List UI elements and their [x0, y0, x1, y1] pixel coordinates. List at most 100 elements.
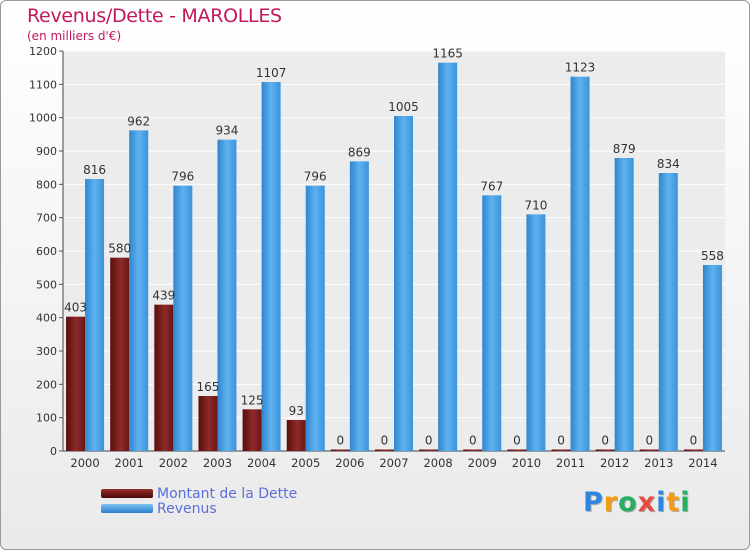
legend-item-dette: Montant de la Dette: [101, 485, 298, 502]
bar-dette: [242, 409, 262, 451]
x-tick-label: 2002: [159, 456, 188, 470]
data-label-revenus: 962: [127, 114, 150, 128]
y-tick-label: 700: [36, 212, 57, 225]
data-label-revenus: 934: [216, 124, 239, 138]
bar-revenus: [482, 195, 502, 451]
x-tick-label: 2003: [203, 456, 232, 470]
proxiti-logo: Proxiti: [583, 487, 691, 518]
bar-dette: [639, 449, 659, 451]
x-tick-label: 2011: [556, 456, 585, 470]
bar-revenus: [349, 161, 369, 452]
logo-letter: r: [603, 487, 619, 518]
data-label-dette: 0: [381, 434, 389, 448]
chart-subtitle: (en milliers d'€): [27, 29, 122, 43]
data-label-dette: 165: [197, 380, 220, 394]
data-label-revenus: 710: [524, 198, 547, 212]
legend-label-revenus: Revenus: [157, 500, 217, 517]
bar-dette: [330, 449, 350, 451]
data-label-revenus: 558: [701, 249, 724, 263]
bar-dette: [66, 316, 86, 451]
data-label-revenus: 1107: [256, 66, 287, 80]
data-label-dette: 0: [690, 434, 698, 448]
data-label-revenus: 879: [613, 142, 636, 156]
data-label-dette: 403: [64, 301, 87, 315]
data-label-dette: 580: [108, 242, 131, 256]
bar-revenus: [702, 265, 722, 451]
bar-revenus: [305, 185, 325, 451]
logo-letter: o: [618, 487, 638, 518]
y-tick-label: 0: [50, 445, 57, 458]
data-label-revenus: 1005: [388, 100, 419, 114]
y-tick-label: 1200: [29, 45, 57, 58]
y-tick-label: 200: [36, 378, 57, 391]
bar-revenus: [261, 82, 281, 451]
data-label-dette: 0: [601, 434, 609, 448]
data-label-dette: 0: [513, 434, 521, 448]
x-tick-label: 2013: [644, 456, 673, 470]
legend-item-revenus: Revenus: [101, 500, 297, 517]
x-tick-label: 2005: [291, 456, 320, 470]
bar-dette: [463, 449, 483, 451]
x-tick-label: 2007: [379, 456, 408, 470]
chart-legend: Montant de la Dette Revenus: [101, 485, 298, 517]
data-label-dette: 125: [241, 393, 264, 407]
data-label-revenus: 796: [171, 170, 194, 184]
bar-revenus: [173, 185, 193, 451]
x-tick-label: 2008: [423, 456, 452, 470]
y-tick-label: 600: [36, 245, 57, 258]
bar-revenus: [217, 139, 237, 451]
y-tick-label: 100: [36, 412, 57, 425]
x-tick-label: 2009: [468, 456, 497, 470]
bar-dette: [198, 396, 218, 451]
data-label-revenus: 816: [83, 163, 106, 177]
data-label-revenus: 1123: [565, 61, 596, 75]
data-label-dette: 0: [337, 434, 345, 448]
data-label-dette: 0: [469, 434, 477, 448]
bar-revenus: [438, 62, 458, 452]
logo-letter: P: [583, 487, 604, 518]
bar-dette: [507, 449, 527, 451]
x-tick-label: 2012: [600, 456, 629, 470]
logo-letter: x: [637, 487, 657, 518]
x-tick-label: 2010: [512, 456, 541, 470]
x-tick-label: 2001: [115, 456, 144, 470]
data-label-revenus: 1165: [432, 47, 463, 61]
data-label-dette: 0: [425, 434, 433, 448]
data-label-revenus: 796: [304, 170, 327, 184]
x-tick-label: 2006: [335, 456, 364, 470]
bar-dette: [110, 257, 130, 451]
y-tick-label: 900: [36, 145, 57, 158]
bar-dette: [154, 304, 174, 451]
bar-revenus: [526, 214, 546, 451]
y-tick-label: 300: [36, 345, 57, 358]
y-tick-label: 1000: [29, 112, 57, 125]
x-tick-label: 2000: [70, 456, 99, 470]
data-label-revenus: 767: [480, 179, 503, 193]
bar-dette: [286, 420, 306, 451]
data-label-dette: 0: [557, 434, 565, 448]
bar-revenus: [570, 76, 590, 452]
bar-revenus: [129, 130, 149, 452]
data-label-revenus: 869: [348, 145, 371, 159]
logo-letter: i: [656, 487, 667, 518]
legend-swatch-revenus: [101, 504, 153, 513]
bar-revenus: [85, 179, 105, 451]
y-tick-label: 500: [36, 278, 57, 291]
bar-revenus: [658, 173, 678, 451]
data-label-dette: 0: [645, 434, 653, 448]
legend-label-dette: Montant de la Dette: [157, 485, 298, 502]
bar-revenus: [614, 158, 634, 451]
data-label-revenus: 834: [657, 157, 680, 171]
data-label-dette: 93: [289, 404, 304, 418]
y-tick-label: 1100: [29, 78, 57, 91]
x-tick-label: 2014: [688, 456, 717, 470]
x-tick-label: 2004: [247, 456, 276, 470]
bar-dette: [683, 449, 703, 451]
bar-dette: [595, 449, 615, 451]
logo-letter: i: [680, 487, 691, 518]
chart-title: Revenus/Dette - MAROLLES: [27, 5, 282, 27]
data-label-dette: 439: [152, 289, 175, 303]
y-tick-label: 400: [36, 312, 57, 325]
